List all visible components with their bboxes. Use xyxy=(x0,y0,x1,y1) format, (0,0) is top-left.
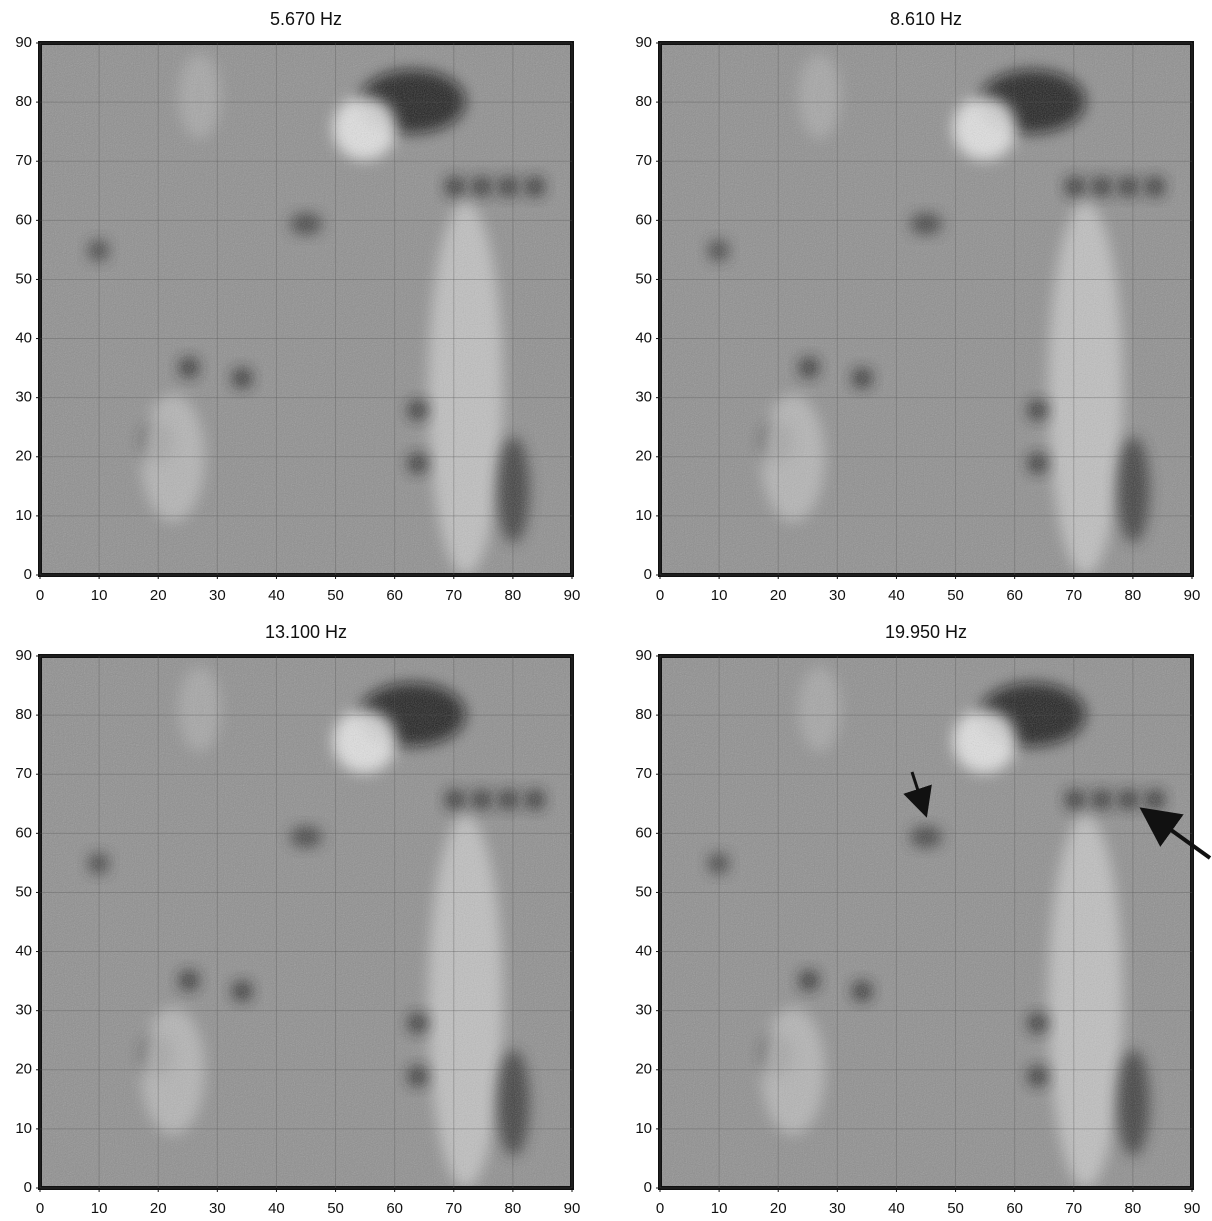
heatmap-image xyxy=(40,656,572,1188)
y-tick-label: 90 xyxy=(15,647,32,664)
y-tick-label: 80 xyxy=(635,706,652,723)
y-tick-label: 10 xyxy=(15,507,32,524)
y-tick-label: 70 xyxy=(635,765,652,782)
x-tick-label: 70 xyxy=(445,1200,462,1217)
y-tick-label: 90 xyxy=(635,647,652,664)
y-tick-label: 20 xyxy=(635,448,652,465)
x-tick-label: 50 xyxy=(327,1200,344,1217)
image-content xyxy=(40,43,572,575)
x-tick-label: 50 xyxy=(947,1200,964,1217)
y-tick-label: 40 xyxy=(15,330,32,347)
x-tick-label: 0 xyxy=(656,1200,664,1217)
y-tick-label: 10 xyxy=(635,1120,652,1137)
x-tick-label: 0 xyxy=(36,1200,44,1217)
heatmap-image xyxy=(660,656,1192,1188)
y-tick-label: 30 xyxy=(15,389,32,406)
y-tick-label: 70 xyxy=(635,152,652,169)
x-tick-label: 60 xyxy=(1006,1200,1023,1217)
x-tick-label: 20 xyxy=(770,1200,787,1217)
y-tick-label: 80 xyxy=(15,93,32,110)
x-tick-label: 70 xyxy=(445,587,462,604)
x-tick-label: 70 xyxy=(1065,587,1082,604)
x-tick-label: 80 xyxy=(1125,587,1142,604)
y-tick-label: 20 xyxy=(635,1061,652,1078)
heatmap-image xyxy=(40,43,572,575)
x-tick-label: 30 xyxy=(829,587,846,604)
y-tick-label: 10 xyxy=(15,1120,32,1137)
x-tick-label: 20 xyxy=(770,587,787,604)
y-tick-label: 10 xyxy=(635,507,652,524)
y-tick-label: 20 xyxy=(15,448,32,465)
image-content xyxy=(660,43,1192,575)
x-tick-label: 10 xyxy=(711,1200,728,1217)
x-tick-label: 60 xyxy=(1006,587,1023,604)
x-tick-label: 60 xyxy=(386,587,403,604)
y-tick-label: 70 xyxy=(15,152,32,169)
y-tick-label: 90 xyxy=(635,34,652,51)
image-content xyxy=(660,656,1192,1188)
x-tick-label: 0 xyxy=(36,587,44,604)
y-tick-label: 50 xyxy=(15,883,32,900)
x-tick-label: 50 xyxy=(947,587,964,604)
x-tick-label: 50 xyxy=(327,587,344,604)
x-tick-label: 40 xyxy=(268,587,285,604)
y-tick-label: 40 xyxy=(635,330,652,347)
chart-title: 13.100 Hz xyxy=(265,622,347,642)
x-tick-label: 90 xyxy=(1184,587,1201,604)
y-tick-label: 60 xyxy=(635,824,652,841)
x-tick-label: 20 xyxy=(150,587,167,604)
y-tick-label: 90 xyxy=(15,34,32,51)
x-tick-label: 40 xyxy=(268,1200,285,1217)
image-noise xyxy=(40,43,572,575)
y-tick-label: 60 xyxy=(15,824,32,841)
y-tick-label: 0 xyxy=(644,1179,652,1196)
y-tick-label: 80 xyxy=(15,706,32,723)
x-tick-label: 10 xyxy=(91,1200,108,1217)
x-tick-label: 90 xyxy=(1184,1200,1201,1217)
heatmap-image xyxy=(660,43,1192,575)
x-tick-label: 10 xyxy=(91,587,108,604)
chart-title: 8.610 Hz xyxy=(890,9,962,29)
y-tick-label: 0 xyxy=(24,566,32,583)
x-tick-label: 0 xyxy=(656,587,664,604)
y-tick-label: 60 xyxy=(635,211,652,228)
y-tick-label: 0 xyxy=(24,1179,32,1196)
y-tick-label: 40 xyxy=(15,943,32,960)
y-tick-label: 80 xyxy=(635,93,652,110)
chart-title: 5.670 Hz xyxy=(270,9,342,29)
chart-title: 19.950 Hz xyxy=(885,622,967,642)
x-tick-label: 80 xyxy=(1125,1200,1142,1217)
y-tick-label: 50 xyxy=(635,883,652,900)
y-tick-label: 40 xyxy=(635,943,652,960)
y-tick-label: 20 xyxy=(15,1061,32,1078)
x-tick-label: 20 xyxy=(150,1200,167,1217)
image-noise xyxy=(660,656,1192,1188)
x-tick-label: 60 xyxy=(386,1200,403,1217)
x-tick-label: 70 xyxy=(1065,1200,1082,1217)
y-tick-label: 30 xyxy=(635,389,652,406)
image-content xyxy=(40,656,572,1188)
x-tick-label: 80 xyxy=(505,1200,522,1217)
x-tick-label: 90 xyxy=(564,1200,581,1217)
image-noise xyxy=(40,656,572,1188)
y-tick-label: 50 xyxy=(635,270,652,287)
x-tick-label: 30 xyxy=(829,1200,846,1217)
y-tick-label: 30 xyxy=(635,1002,652,1019)
y-tick-label: 70 xyxy=(15,765,32,782)
x-tick-label: 30 xyxy=(209,587,226,604)
x-tick-label: 10 xyxy=(711,587,728,604)
x-tick-label: 90 xyxy=(564,587,581,604)
y-tick-label: 60 xyxy=(15,211,32,228)
y-tick-label: 30 xyxy=(15,1002,32,1019)
x-tick-label: 40 xyxy=(888,1200,905,1217)
x-tick-label: 30 xyxy=(209,1200,226,1217)
y-tick-label: 0 xyxy=(644,566,652,583)
figure: 5.670 Hz 0 10 20 30 40 50 60 70 80 90 0 10 20 30 40 50 60… xyxy=(0,0,1212,1221)
y-tick-label: 50 xyxy=(15,270,32,287)
x-tick-label: 40 xyxy=(888,587,905,604)
image-noise xyxy=(660,43,1192,575)
x-tick-label: 80 xyxy=(505,587,522,604)
